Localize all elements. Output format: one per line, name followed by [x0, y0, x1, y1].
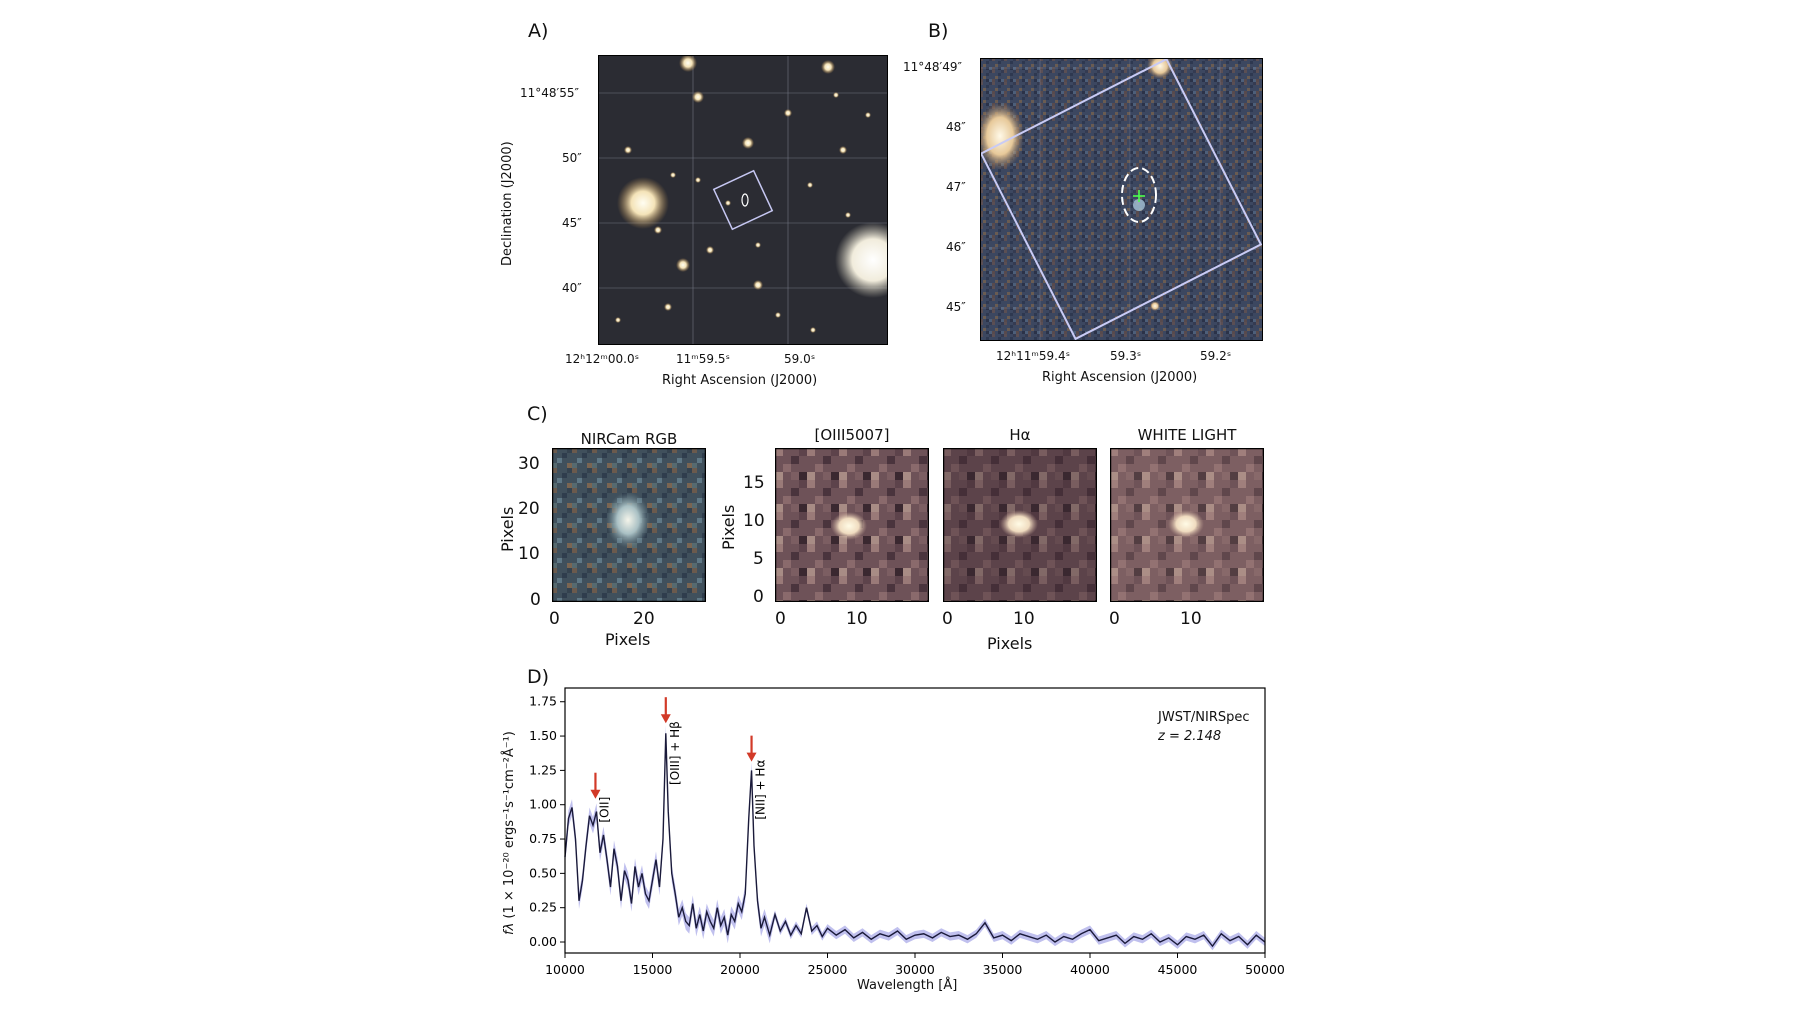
panel-a-dec-tick: 50″	[562, 151, 582, 165]
panel-c-rgb-ytick: 30	[518, 454, 540, 474]
panel-c-oiii-xtick: 10	[846, 609, 868, 629]
emission-line-label: [NII] + Hα	[754, 760, 768, 820]
panel-d-letter: D)	[527, 666, 550, 688]
panel-b-letter: B)	[928, 20, 949, 42]
panel-c-white-light-map	[1110, 448, 1264, 602]
panel-a-footprint	[712, 169, 774, 231]
panel-c-rgb-ytick: 10	[518, 544, 540, 564]
panel-b-target-ellipse	[1121, 167, 1157, 223]
panel-c-title-rgb: NIRCam RGB	[580, 430, 678, 448]
panel-c-halpha-map	[943, 448, 1097, 602]
panel-b-ra-tick: 59.3ˢ	[1110, 349, 1142, 363]
x-tick-label: 45000	[1158, 962, 1198, 977]
panel-a-letter: A)	[528, 20, 549, 42]
panel-c-rgb-ytick: 0	[530, 590, 541, 610]
panel-c-rgb-ylabel: Pixels	[498, 506, 517, 552]
panel-c-rgb-xtick: 20	[633, 609, 655, 629]
panel-a-target-marker	[741, 193, 749, 207]
x-tick-label: 35000	[983, 962, 1023, 977]
panel-b-grid	[980, 58, 1263, 341]
panel-c-rgb-xtick: 0	[549, 609, 560, 629]
panel-c-halpha-xtick: 10	[1013, 609, 1035, 629]
panel-b-image	[980, 58, 1263, 341]
panel-a-grid	[598, 55, 888, 345]
panel-b-ra-tick: 12ʰ11ᵐ59.4ˢ	[996, 349, 1071, 363]
panel-a-ra-tick: 12ʰ12ᵐ00.0ˢ	[565, 352, 640, 366]
panel-a-ylabel: Declination (J2000)	[500, 141, 515, 266]
x-tick-label: 30000	[895, 962, 935, 977]
panel-b-xlabel: Right Ascension (J2000)	[1042, 370, 1198, 385]
y-tick-label: 1.00	[529, 797, 557, 812]
panel-a-ra-tick: 59.0ˢ	[784, 352, 816, 366]
panel-a-dec-tick: 40″	[562, 281, 582, 295]
panel-d-xlabel: Wavelength [Å]	[857, 978, 958, 993]
panel-d-spectrum-chart: 0.00 0.25 0.50 0.75 1.00 1.25 1.50 1.75 10000 150…	[529, 687, 1285, 977]
spectrum-line	[564, 733, 1266, 948]
panel-b-dec-tick: 46″	[946, 240, 966, 254]
x-tick-label: 10000	[545, 962, 585, 977]
panel-c-cube-ytick: 0	[753, 587, 764, 607]
panel-b-dec-tick: 48″	[946, 120, 966, 134]
panel-a-image	[598, 55, 888, 345]
panel-d-ylabel: fλ (1 × 10⁻²⁰ ergs⁻¹s⁻¹cm⁻²Å⁻¹)	[502, 731, 517, 935]
y-tick-label: 0.75	[529, 831, 557, 846]
panel-a-ra-tick: 11ᵐ59.5ˢ	[676, 352, 730, 366]
x-tick-label: 20000	[720, 962, 760, 977]
panel-c-letter: C)	[527, 403, 548, 425]
panel-b-dec-tick: 47″	[946, 180, 966, 194]
y-tick-label: 1.75	[529, 694, 557, 709]
x-tick-label: 15000	[633, 962, 673, 977]
panel-c-rgb-ytick: 20	[518, 499, 540, 519]
x-tick-label: 50000	[1245, 962, 1285, 977]
panel-c-white-light-xtick: 10	[1180, 609, 1202, 629]
emission-arrow-head	[746, 752, 757, 762]
panel-b-dec-tick: 45″	[946, 300, 966, 314]
panel-c-oiii-map	[775, 448, 929, 602]
panel-c-rgb-xlabel: Pixels	[605, 630, 651, 649]
panel-c-white-light-xtick: 0	[1109, 609, 1120, 629]
panel-c-cube-ytick: 10	[743, 511, 765, 531]
panel-b-dec-tick: 11°48′49″	[903, 60, 963, 74]
panel-c-halpha-xtick: 0	[942, 609, 953, 629]
panel-c-title-halpha: Hα	[1009, 426, 1031, 444]
panel-d-legend: JWST/NIRSpec z = 2.148	[1158, 708, 1250, 746]
panel-d-ylabel-units: (1 × 10⁻²⁰ ergs⁻¹s⁻¹cm⁻²Å⁻¹)	[502, 731, 517, 923]
y-tick-label: 0.00	[529, 934, 557, 949]
panel-c-rgb-image	[552, 448, 706, 602]
x-tick-label: 40000	[1070, 962, 1110, 977]
panel-d-redshift: z = 2.148	[1158, 729, 1222, 744]
panel-d-instrument: JWST/NIRSpec	[1158, 710, 1250, 725]
panel-c-cube-xlabel: Pixels	[987, 634, 1033, 653]
y-tick-label: 0.50	[529, 865, 557, 880]
panel-b-footprint	[980, 58, 1263, 341]
panel-c-title-oiii: [OIII5007]	[814, 426, 890, 444]
panel-b-ra-tick: 59.2ˢ	[1200, 349, 1232, 363]
panel-a-dec-tick: 45″	[562, 216, 582, 230]
emission-line-label: [OIII] + Hβ	[668, 721, 682, 785]
panel-c-oiii-xtick: 0	[775, 609, 786, 629]
panel-c-cube-ytick: 15	[743, 473, 765, 493]
x-tick-label: 25000	[808, 962, 848, 977]
y-tick-label: 1.25	[529, 762, 557, 777]
y-tick-label: 1.50	[529, 728, 557, 743]
panel-d-ylabel-symbol: fλ	[502, 922, 517, 935]
panel-c-cube-ylabel: Pixels	[719, 504, 738, 550]
panel-a-xlabel: Right Ascension (J2000)	[662, 373, 818, 388]
panel-b-centroid-marker	[1133, 190, 1145, 202]
panel-c-title-white-light: WHITE LIGHT	[1137, 426, 1237, 444]
panel-a-dec-tick: 11°48′55″	[520, 86, 580, 100]
emission-arrow-head	[660, 714, 671, 724]
emission-line-label: [OII]	[597, 797, 611, 823]
panel-c-cube-ytick: 5	[753, 549, 764, 569]
y-tick-label: 0.25	[529, 900, 557, 915]
emission-arrow-head	[590, 789, 601, 799]
